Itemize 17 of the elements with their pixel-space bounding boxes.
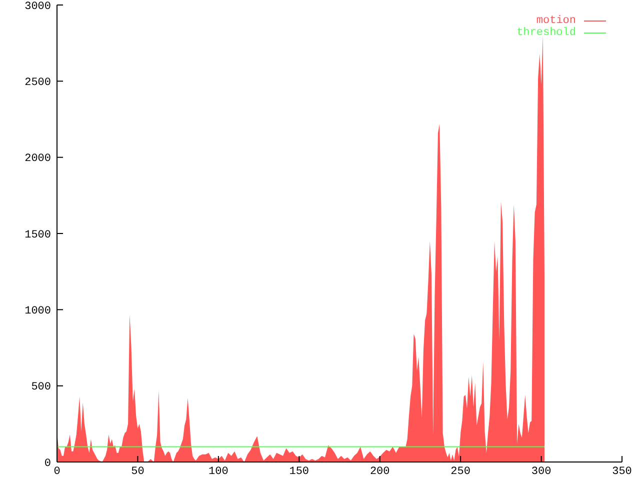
legend-label: motion [536, 15, 576, 27]
y-tick-label: 3000 [24, 0, 51, 13]
legend-label: threshold [516, 27, 576, 39]
x-tick-label: 350 [612, 466, 632, 478]
x-tick-label: 100 [208, 466, 228, 478]
x-tick-label: 250 [450, 466, 470, 478]
x-tick-label: 150 [289, 466, 310, 478]
x-tick-label: 300 [531, 466, 552, 478]
y-tick-label: 500 [31, 382, 51, 394]
y-tick-label: 1500 [24, 229, 51, 242]
x-tick-label: 200 [370, 466, 390, 478]
x-tick-label: 50 [131, 466, 144, 478]
y-tick-label: 1000 [24, 306, 51, 318]
y-tick-label: 0 [44, 458, 51, 470]
x-tick-label: 0 [54, 466, 60, 478]
y-tick-label: 2000 [24, 153, 51, 166]
y-tick-label: 2500 [24, 77, 51, 90]
